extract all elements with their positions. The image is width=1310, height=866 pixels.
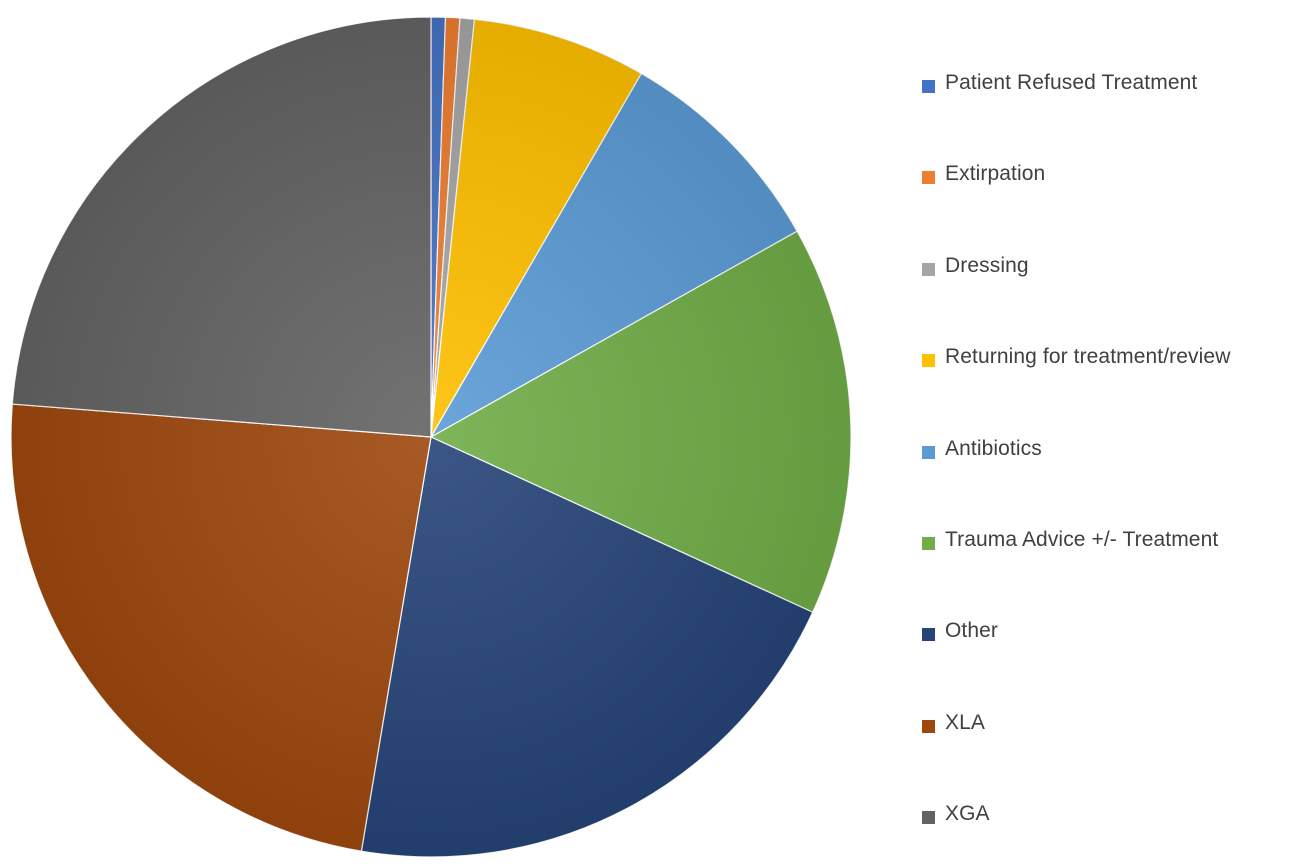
legend-swatch [922, 628, 935, 642]
legend-swatch [922, 80, 935, 93]
legend-item-xga: XGA [922, 795, 1306, 866]
pie-plot-area [10, 16, 852, 858]
legend-item-other: Other [922, 612, 1306, 703]
legend-item-dressing: Dressing [922, 247, 1306, 338]
legend-swatch [922, 719, 935, 733]
legend-label: XLA [945, 710, 985, 734]
legend-swatch [922, 171, 935, 185]
legend-item-xla: XLA [922, 704, 1306, 795]
legend-swatch [922, 354, 935, 368]
legend-label: Patient Refused Treatment [945, 71, 1198, 94]
legend-item-trauma-advice: Trauma Advice +/- Treatment [922, 521, 1306, 612]
legend: Patient Refused Treatment Extirpation Dr… [922, 64, 1306, 866]
legend-swatch [922, 536, 935, 550]
legend-label: Dressing [945, 253, 1029, 277]
pie-slice-xla [10, 403, 432, 852]
legend-swatch [922, 262, 935, 276]
legend-swatch [922, 445, 935, 459]
legend-item-patient-refused-treatment: Patient Refused Treatment [922, 64, 1306, 155]
legend-item-extirpation: Extirpation [922, 155, 1306, 246]
legend-label: Returning for treatment/review [945, 345, 1231, 369]
pie-slices [10, 16, 852, 858]
legend-label: Trauma Advice +/- Treatment [945, 527, 1219, 551]
legend-label: Extirpation [945, 162, 1046, 186]
legend-item-returning-for-treatment-review: Returning for treatment/review [922, 338, 1306, 429]
legend-swatch [922, 811, 935, 825]
pie-slice-xga [11, 16, 432, 438]
legend-label: XGA [945, 802, 990, 826]
legend-item-antibiotics: Antibiotics [922, 430, 1306, 521]
legend-label: Other [945, 619, 999, 643]
legend-label: Antibiotics [945, 436, 1042, 460]
